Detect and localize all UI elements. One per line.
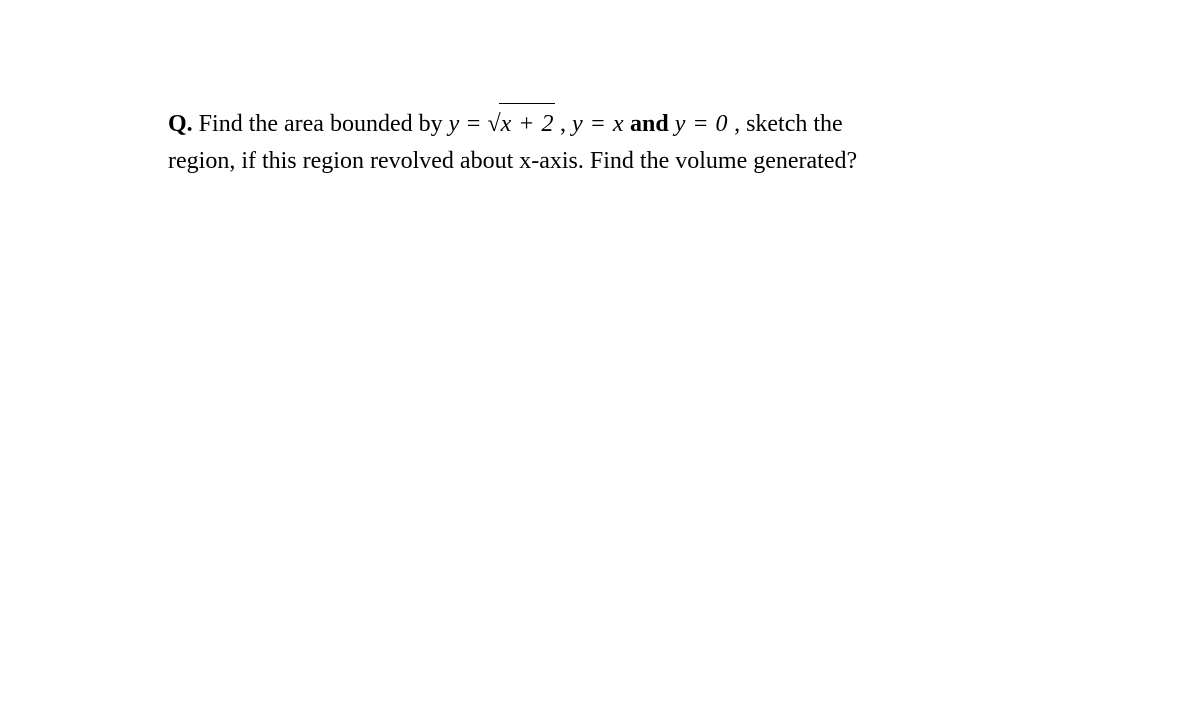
equation-3: y = 0 xyxy=(675,111,728,137)
sqrt-expression: √x + 2 xyxy=(487,105,554,143)
question-block: Q. Find the area bounded by y = √x + 2 ,… xyxy=(168,105,1032,180)
question-text-2: , sketch the xyxy=(728,111,843,137)
sqrt-symbol: √ xyxy=(487,111,500,137)
question-prefix: Q. xyxy=(168,111,193,137)
comma-1: , xyxy=(554,111,572,137)
eq1-lhs: y xyxy=(449,111,460,137)
question-line-2: region, if this region revolved about x-… xyxy=(168,143,1032,180)
sqrt-argument: x + 2 xyxy=(501,105,554,143)
question-text-1: Find the area bounded by xyxy=(193,111,449,137)
equation-2: y = x xyxy=(572,111,624,137)
equation-1: y = √x + 2 xyxy=(449,111,554,137)
and-word: and xyxy=(624,111,675,137)
question-line-1: Q. Find the area bounded by y = √x + 2 ,… xyxy=(168,105,1032,143)
eq1-equals: = xyxy=(459,111,487,137)
